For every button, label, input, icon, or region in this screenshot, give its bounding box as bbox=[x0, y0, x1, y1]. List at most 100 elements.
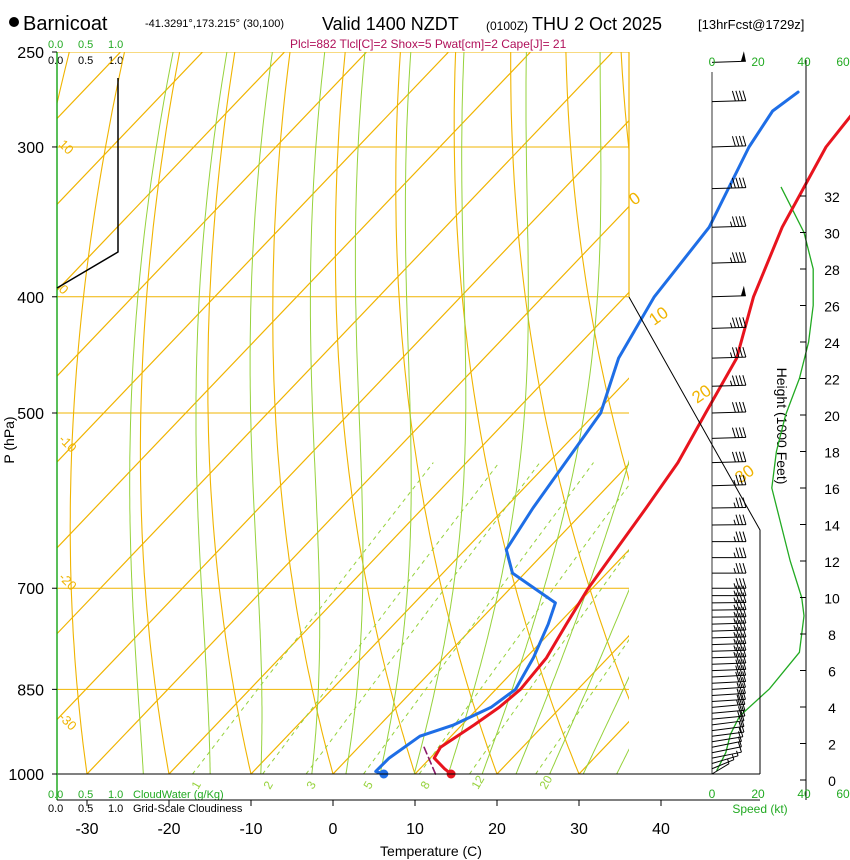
dry-adiabat-line bbox=[139, 52, 181, 774]
wind-barb bbox=[711, 726, 744, 743]
wind-barb-staff bbox=[711, 649, 746, 652]
wind-barb-feather bbox=[742, 562, 747, 574]
dry-adiabat-line bbox=[510, 52, 629, 701]
wind-barb-feather bbox=[742, 659, 747, 670]
wind-barb-feather bbox=[738, 665, 743, 676]
height-tick-label: 2 bbox=[828, 737, 836, 753]
wind-barb-half-feather bbox=[736, 688, 740, 694]
valid-utc: (0100Z) bbox=[486, 19, 528, 33]
wind-barb-feather bbox=[738, 683, 743, 694]
wind-barb-feather bbox=[742, 375, 747, 386]
wind-barb-half-feather bbox=[733, 645, 736, 651]
wind-barb-feather bbox=[735, 90, 740, 101]
wind-barb-feather bbox=[738, 619, 743, 631]
cloud-bottom-green-1: 0.5 bbox=[78, 789, 93, 801]
wind-barb-feather bbox=[738, 252, 743, 263]
wind-barb-half-feather bbox=[733, 552, 736, 558]
wind-barb-feather bbox=[731, 136, 736, 147]
wind-barb-feather bbox=[739, 606, 743, 617]
height-axis-label: Height (1000 Feet) bbox=[774, 368, 790, 485]
wind-barb-feather bbox=[731, 347, 736, 358]
cloud-top-black-1: 0.5 bbox=[78, 55, 93, 67]
isotherm-line bbox=[168, 291, 629, 774]
wind-barb-feather bbox=[742, 474, 747, 485]
dry-adiabat-line bbox=[565, 52, 629, 482]
wind-barb-half-feather bbox=[733, 611, 736, 618]
wind-barb-staff bbox=[711, 261, 746, 264]
mixing-ratio-line bbox=[192, 462, 434, 774]
wind-barb bbox=[711, 514, 747, 526]
wind-barb-half-feather bbox=[733, 567, 736, 574]
isotherm-line bbox=[414, 549, 629, 774]
wind-barb-staff bbox=[711, 411, 746, 414]
wind-barb-half-feather bbox=[736, 694, 740, 700]
wind-barb-feather bbox=[738, 317, 743, 328]
wind-barb-feather bbox=[738, 375, 743, 386]
wind-barb-feather bbox=[738, 646, 743, 657]
wind-barb-feather bbox=[739, 726, 744, 737]
wind-barb-feather bbox=[735, 135, 740, 147]
wind-barb-feather bbox=[739, 531, 743, 542]
wind-barb-feather bbox=[735, 659, 740, 670]
wind-barb-feather bbox=[735, 427, 740, 438]
height-tick-label: 14 bbox=[824, 518, 840, 534]
pressure-tick-label: 250 bbox=[17, 45, 44, 62]
wind-barb-feather bbox=[742, 646, 747, 657]
height-tick-label: 32 bbox=[824, 189, 840, 205]
wind-barb-staff bbox=[711, 755, 739, 764]
wind-barb-feather bbox=[735, 646, 740, 658]
wind-barb-feather bbox=[737, 700, 742, 711]
valid-time: Valid 1400 NZDT bbox=[322, 14, 459, 34]
pressure-tick-label: 1000 bbox=[8, 767, 44, 784]
wind-barb-staff bbox=[711, 759, 735, 770]
wind-barb-feather bbox=[742, 689, 746, 700]
mixing-ratio-label-6: 20 bbox=[536, 773, 555, 792]
wind-barb-feather bbox=[735, 375, 740, 386]
wind-barb-half-feather bbox=[738, 721, 742, 728]
wind-barb bbox=[711, 640, 747, 652]
mixing-ratio-label-3: 5 bbox=[360, 778, 376, 791]
wind-barb-feather bbox=[742, 547, 747, 558]
wind-barb-feather bbox=[735, 562, 740, 574]
isotherm-line bbox=[57, 119, 629, 721]
wind-barb-staff bbox=[711, 622, 746, 625]
wind-barb-feather bbox=[742, 177, 747, 188]
wind-barb-feather bbox=[739, 562, 743, 574]
wind-barb-feather bbox=[742, 346, 747, 358]
speed-axis-label: Speed (kt) bbox=[732, 802, 787, 816]
dry-adiabat-line bbox=[272, 52, 334, 774]
wind-barb-feather bbox=[735, 620, 740, 631]
wind-barb-feather bbox=[731, 252, 736, 263]
wind-barb bbox=[711, 317, 747, 329]
wind-barb bbox=[711, 177, 747, 190]
wind-barb-half-feather bbox=[733, 479, 736, 486]
wind-barb-feather bbox=[731, 216, 736, 227]
wind-barb-feather bbox=[735, 451, 740, 462]
dry-adiabat-line bbox=[69, 52, 126, 774]
isotherm-line bbox=[57, 52, 286, 292]
wind-barb-feather bbox=[738, 216, 743, 227]
pressure-tick-label: 300 bbox=[17, 140, 44, 157]
isotherm-line bbox=[496, 634, 629, 774]
wind-barb bbox=[711, 652, 747, 665]
wind-barb-feather bbox=[735, 640, 740, 651]
mixing-ratio-line bbox=[418, 484, 629, 774]
wind-barb bbox=[711, 216, 747, 228]
wind-barb-half-feather bbox=[733, 597, 736, 603]
wind-barb-feather bbox=[742, 619, 747, 631]
wind-barb-half-feather bbox=[733, 583, 736, 589]
wind-barb-feather bbox=[742, 612, 747, 624]
forecast-info: [13hrFcst@1729z] bbox=[698, 17, 804, 32]
height-tick-label: 10 bbox=[824, 591, 840, 607]
valid-date: THU 2 Oct 2025 bbox=[532, 14, 662, 34]
mixing-ratio-label-4: 8 bbox=[417, 778, 433, 791]
isotherm-line bbox=[57, 52, 368, 377]
wind-barb bbox=[711, 700, 746, 714]
cloud-top-black-2: 1.0 bbox=[108, 55, 123, 67]
wind-barb-half-feather bbox=[736, 699, 739, 706]
isotherm-line bbox=[57, 52, 204, 206]
wind-barb-feather bbox=[738, 633, 743, 644]
wind-barb-feather bbox=[742, 401, 747, 413]
wind-barb-feather bbox=[742, 626, 747, 637]
temperature-tick-label: -20 bbox=[157, 821, 180, 838]
